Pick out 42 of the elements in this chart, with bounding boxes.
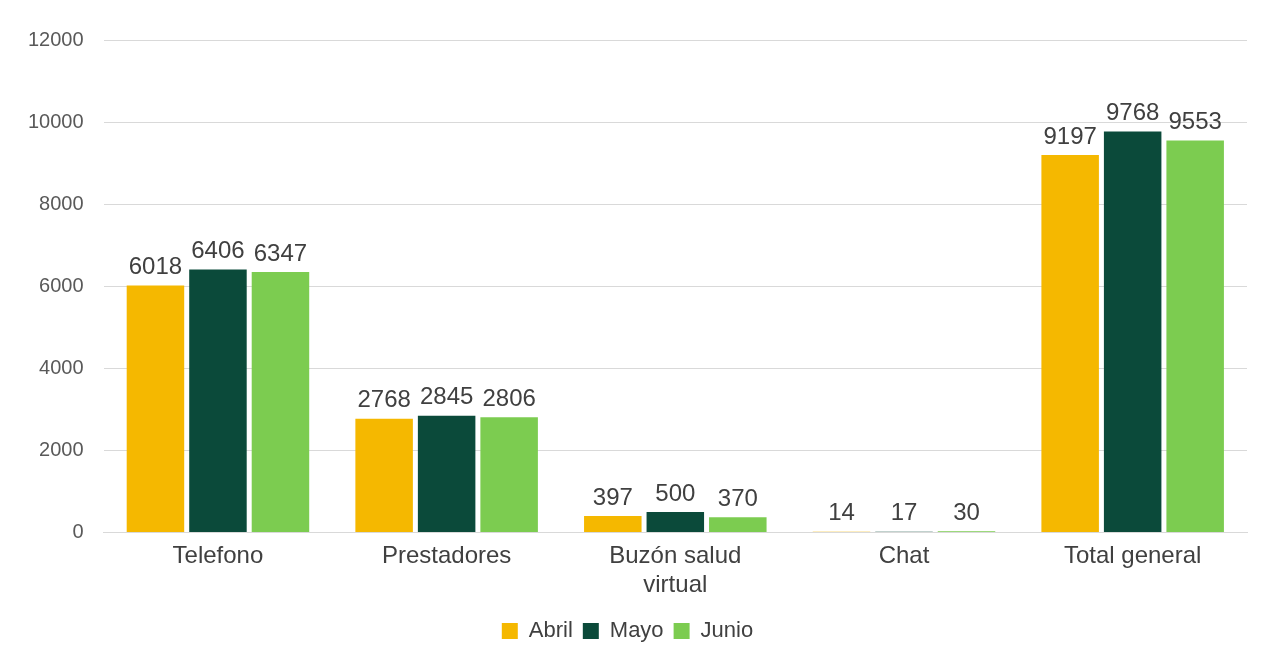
- data-label: 370: [717, 483, 758, 511]
- data-label: 500: [655, 478, 696, 506]
- data-label: 9553: [1168, 107, 1222, 135]
- data-label: 397: [592, 482, 633, 510]
- y-tick-label: 10000: [27, 109, 84, 132]
- x-tick-label: Total general: [1063, 541, 1202, 569]
- data-label: 14: [828, 498, 855, 526]
- data-label: 6406: [191, 236, 245, 264]
- data-label: 9768: [1105, 98, 1160, 126]
- bar: [189, 269, 247, 532]
- y-tick-label: 4000: [39, 355, 84, 378]
- data-label: 30: [953, 497, 980, 525]
- legend-label: Junio: [700, 617, 754, 643]
- y-tick-label: 8000: [39, 191, 84, 214]
- data-label: 6347: [253, 238, 308, 266]
- bar: [1041, 155, 1099, 532]
- bar: [355, 418, 413, 532]
- bar: [251, 271, 310, 532]
- y-tick-label: 0: [72, 519, 84, 542]
- bar: [646, 511, 705, 532]
- legend-label: Abril: [528, 617, 573, 643]
- bar: [584, 516, 642, 532]
- bar: [1103, 131, 1162, 532]
- data-label: 17: [890, 498, 918, 526]
- x-tick-label: Telefono: [172, 541, 264, 569]
- y-tick-label: 6000: [39, 273, 84, 296]
- bar: [1166, 140, 1224, 532]
- x-tick-label: Prestadores: [381, 541, 512, 569]
- y-tick-label: 12000: [27, 27, 84, 50]
- data-label: 2845: [419, 382, 474, 410]
- legend-label: Mayo: [609, 617, 664, 643]
- bar: [709, 517, 767, 532]
- x-tick-label: Chat: [878, 541, 930, 569]
- bar: [480, 417, 538, 532]
- data-label: 2806: [482, 383, 536, 411]
- data-label: 9197: [1043, 121, 1097, 149]
- data-label: 2768: [357, 385, 411, 413]
- data-label: 6018: [128, 252, 183, 280]
- x-tick-label: Buzón salud virtual: [609, 541, 742, 598]
- y-tick-label: 2000: [39, 437, 84, 460]
- bar: [417, 415, 476, 532]
- bar: [126, 285, 185, 532]
